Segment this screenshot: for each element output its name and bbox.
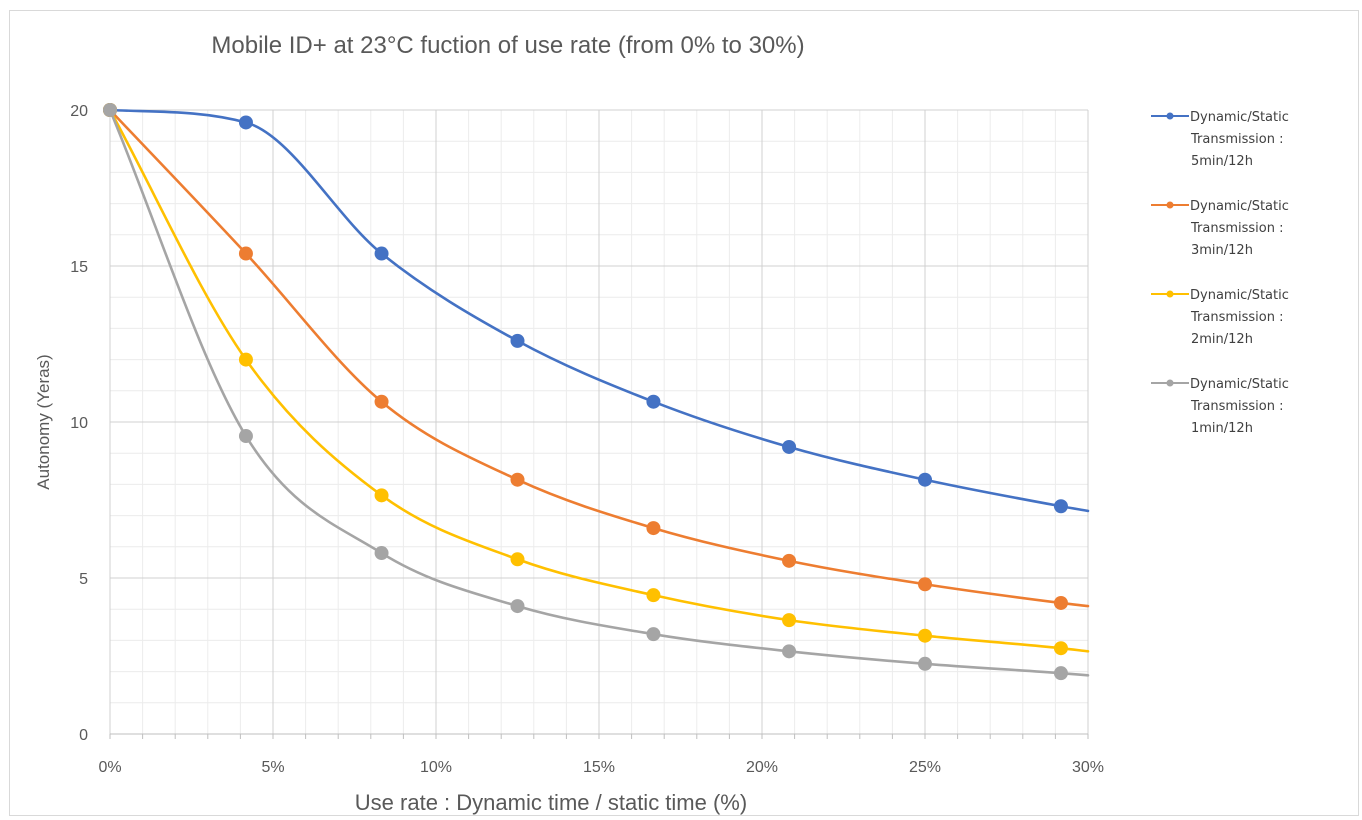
tick-labels: 0% 5% 10% 15% 20% 25% 30% 0 5 10 15 20 bbox=[70, 103, 1104, 776]
data-point-series-2 bbox=[1053, 595, 1068, 610]
legend-label: 3min/12h bbox=[1191, 243, 1253, 258]
data-point-series-3 bbox=[374, 488, 389, 503]
legend-label: Transmission : bbox=[1190, 310, 1284, 325]
legend-swatch-marker bbox=[1166, 379, 1174, 387]
legend-label: Dynamic/Static bbox=[1190, 110, 1289, 125]
legend-label: Transmission : bbox=[1190, 221, 1284, 236]
data-point-series-2 bbox=[510, 472, 525, 487]
series-line-2 bbox=[108, 108, 1090, 608]
data-point-series-2 bbox=[918, 577, 932, 592]
x-tick-label: 10% bbox=[420, 759, 452, 776]
legend-item-3: Dynamic/Static Transmission : 2min/12h bbox=[1151, 288, 1289, 347]
chart-title: Mobile ID+ at 23°C fuction of use rate (… bbox=[211, 32, 804, 59]
data-point-series-1 bbox=[1053, 499, 1068, 514]
data-point-series-2 bbox=[238, 246, 253, 261]
data-point-series-2 bbox=[374, 394, 389, 409]
legend-swatch-marker bbox=[1166, 290, 1174, 298]
data-point-series-2 bbox=[646, 521, 661, 536]
y-tick-label: 0 bbox=[79, 727, 88, 744]
data-point-series-3 bbox=[918, 628, 932, 643]
x-tick-label: 0% bbox=[98, 759, 121, 776]
data-point-series-3 bbox=[1053, 641, 1068, 656]
legend-label: Transmission : bbox=[1190, 132, 1284, 147]
series-markers bbox=[103, 103, 1068, 681]
x-tick-label: 15% bbox=[583, 759, 615, 776]
data-point-series-1 bbox=[510, 333, 525, 348]
legend-item-1: Dynamic/Static Transmission : 5min/12h bbox=[1151, 110, 1289, 169]
data-point-series-3 bbox=[238, 352, 253, 367]
data-point-series-4 bbox=[1053, 666, 1068, 681]
major-gridlines bbox=[109, 109, 1089, 739]
legend-label: Transmission : bbox=[1190, 399, 1284, 414]
legend-label: Dynamic/Static bbox=[1190, 199, 1289, 214]
data-point-series-2 bbox=[782, 553, 797, 568]
series-line-1 bbox=[108, 108, 1090, 513]
y-tick-label: 10 bbox=[70, 415, 88, 432]
legend-label: 1min/12h bbox=[1191, 421, 1253, 436]
y-axis-label: Autonomy (Yeras) bbox=[34, 354, 53, 489]
legend-label: Dynamic/Static bbox=[1190, 377, 1289, 392]
data-point-series-3 bbox=[782, 613, 797, 628]
legend-swatch-marker bbox=[1166, 112, 1174, 120]
x-tick-label: 30% bbox=[1072, 759, 1104, 776]
data-point-series-4 bbox=[510, 599, 525, 614]
data-point-series-1 bbox=[646, 394, 661, 409]
legend-swatch-marker bbox=[1166, 201, 1174, 209]
legend-label: 5min/12h bbox=[1191, 154, 1253, 169]
data-point-series-3 bbox=[510, 552, 525, 567]
data-point-series-1 bbox=[918, 472, 932, 487]
data-point-series-1 bbox=[374, 246, 389, 261]
data-point-series-4 bbox=[374, 546, 389, 561]
y-tick-label: 15 bbox=[70, 259, 88, 276]
legend-item-2: Dynamic/Static Transmission : 3min/12h bbox=[1151, 199, 1289, 258]
data-point-series-3 bbox=[646, 588, 661, 603]
data-point-series-1 bbox=[782, 439, 797, 454]
data-point-series-4 bbox=[918, 656, 932, 671]
data-point-series-4 bbox=[103, 103, 117, 117]
x-tick-label: 20% bbox=[746, 759, 778, 776]
legend-label: 2min/12h bbox=[1191, 332, 1253, 347]
x-tick-label: 25% bbox=[909, 759, 941, 776]
x-tick-label: 5% bbox=[261, 759, 284, 776]
x-axis-label: Use rate : Dynamic time / static time (%… bbox=[355, 790, 747, 815]
y-tick-label: 5 bbox=[79, 571, 88, 588]
data-point-series-4 bbox=[782, 644, 797, 659]
legend-label: Dynamic/Static bbox=[1190, 288, 1289, 303]
data-point-series-4 bbox=[238, 429, 253, 444]
y-tick-label: 20 bbox=[70, 103, 88, 120]
legend-item-4: Dynamic/Static Transmission : 1min/12h bbox=[1151, 377, 1289, 436]
data-point-series-1 bbox=[238, 115, 253, 130]
data-point-series-4 bbox=[646, 627, 661, 642]
